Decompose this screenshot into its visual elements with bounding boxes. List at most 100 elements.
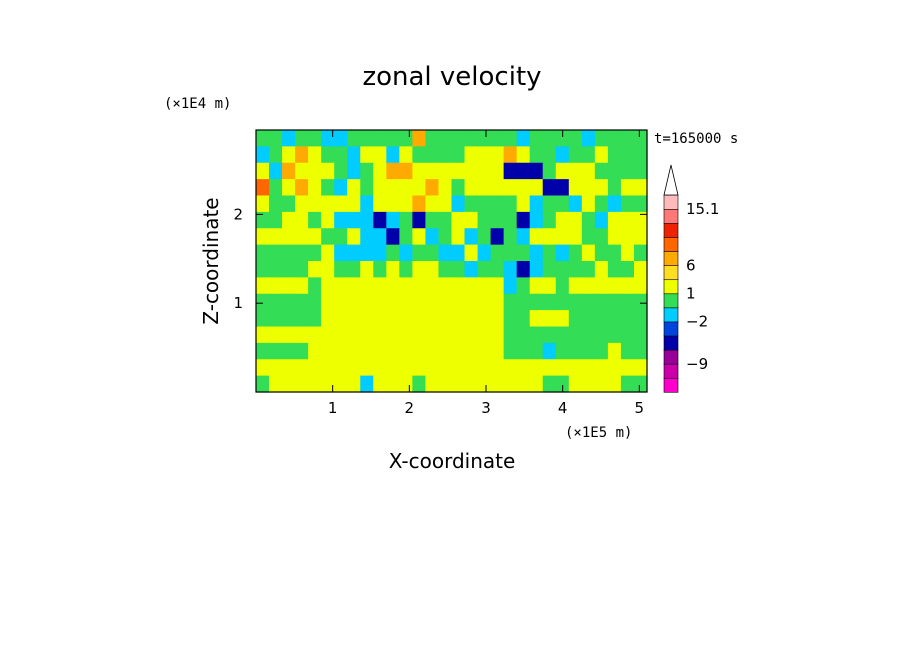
field-cell: [386, 244, 400, 262]
field-cell: [503, 261, 518, 278]
field-cell: [295, 293, 309, 311]
field-cell: [347, 359, 361, 377]
field-cell: [607, 375, 622, 393]
x-tick-label: 1: [328, 399, 338, 417]
field-cell: [542, 146, 557, 164]
field-cell: [477, 228, 492, 246]
field-cell: [555, 195, 570, 213]
field-cell: [451, 179, 466, 197]
field-cell: [360, 326, 374, 344]
field-cell: [477, 359, 492, 377]
field-cell: [438, 310, 453, 328]
field-cell: [412, 277, 427, 295]
field-cell: [516, 359, 531, 377]
field-cell: [542, 244, 557, 262]
field-cell: [477, 342, 492, 360]
field-cell: [256, 130, 270, 147]
field-cell: [633, 359, 648, 377]
field-cell: [256, 375, 270, 393]
field-cell: [334, 375, 348, 393]
field-cell: [438, 228, 453, 246]
field-cell: [269, 130, 283, 147]
field-cell: [308, 277, 322, 295]
field-cell: [529, 179, 544, 197]
field-cell: [269, 228, 283, 246]
field-cell: [568, 326, 583, 344]
field-cell: [308, 326, 322, 344]
field-cell: [282, 244, 296, 262]
field-cell: [438, 293, 453, 311]
field-cell: [347, 375, 361, 393]
field-cell: [321, 228, 335, 246]
field-cell: [321, 277, 335, 295]
x-scale-label: (×1E5 m): [565, 425, 632, 441]
field-cell: [633, 375, 648, 393]
field-cell: [529, 162, 544, 180]
field-cell: [581, 195, 596, 213]
field-cell: [282, 342, 296, 360]
field-cell: [464, 211, 479, 229]
field-cell: [438, 179, 453, 197]
field-cell: [620, 277, 635, 295]
field-cell: [516, 211, 531, 229]
field-cell: [542, 162, 557, 180]
field-cell: [490, 342, 505, 360]
field-cell: [633, 179, 648, 197]
field-cell: [490, 326, 505, 344]
field-cell: [269, 326, 283, 344]
field-cell: [360, 195, 374, 213]
field-cell: [256, 326, 270, 344]
x-axis-label: X-coordinate: [389, 449, 516, 473]
field-cell: [581, 162, 596, 180]
field-cell: [412, 326, 427, 344]
colorbar-swatch: [663, 250, 679, 266]
field-cell: [373, 130, 387, 147]
field-cell: [282, 277, 296, 295]
field-cell: [282, 146, 296, 164]
field-cell: [529, 261, 544, 278]
field-cell: [529, 195, 544, 213]
field-cell: [633, 261, 648, 278]
field-cell: [581, 375, 596, 393]
field-cell: [347, 195, 361, 213]
field-cell: [334, 179, 348, 197]
field-cell: [594, 130, 609, 147]
field-cell: [555, 359, 570, 377]
x-tick-label: 2: [405, 399, 415, 417]
field-cell: [607, 179, 622, 197]
field-cell: [425, 375, 440, 393]
field-cell: [386, 179, 400, 197]
field-cell: [256, 310, 270, 328]
field-cell: [542, 277, 557, 295]
field-cell: [529, 211, 544, 229]
field-cell: [620, 146, 635, 164]
field-cell: [425, 342, 440, 360]
field-cell: [347, 211, 361, 229]
field-cell: [347, 228, 361, 246]
field-cell: [425, 261, 440, 278]
field-cell: [464, 146, 479, 164]
field-cell: [607, 146, 622, 164]
field-cell: [438, 342, 453, 360]
field-cell: [633, 162, 648, 180]
field-cell: [386, 342, 400, 360]
field-cell: [308, 146, 322, 164]
field-cell: [607, 326, 622, 344]
field-cell: [633, 277, 648, 295]
field-cell: [490, 228, 505, 246]
field-cell: [425, 310, 440, 328]
field-cell: [607, 211, 622, 229]
field-cell: [308, 293, 322, 311]
field-cell: [581, 146, 596, 164]
field-cell: [373, 359, 387, 377]
field-cell: [334, 293, 348, 311]
field-cell: [321, 195, 335, 213]
field-cell: [321, 326, 335, 344]
field-cell: [308, 195, 322, 213]
field-cell: [269, 342, 283, 360]
field-cell: [295, 195, 309, 213]
field-cell: [282, 326, 296, 344]
field-cell: [594, 277, 609, 295]
field-cell: [347, 179, 361, 197]
field-cell: [282, 228, 296, 246]
